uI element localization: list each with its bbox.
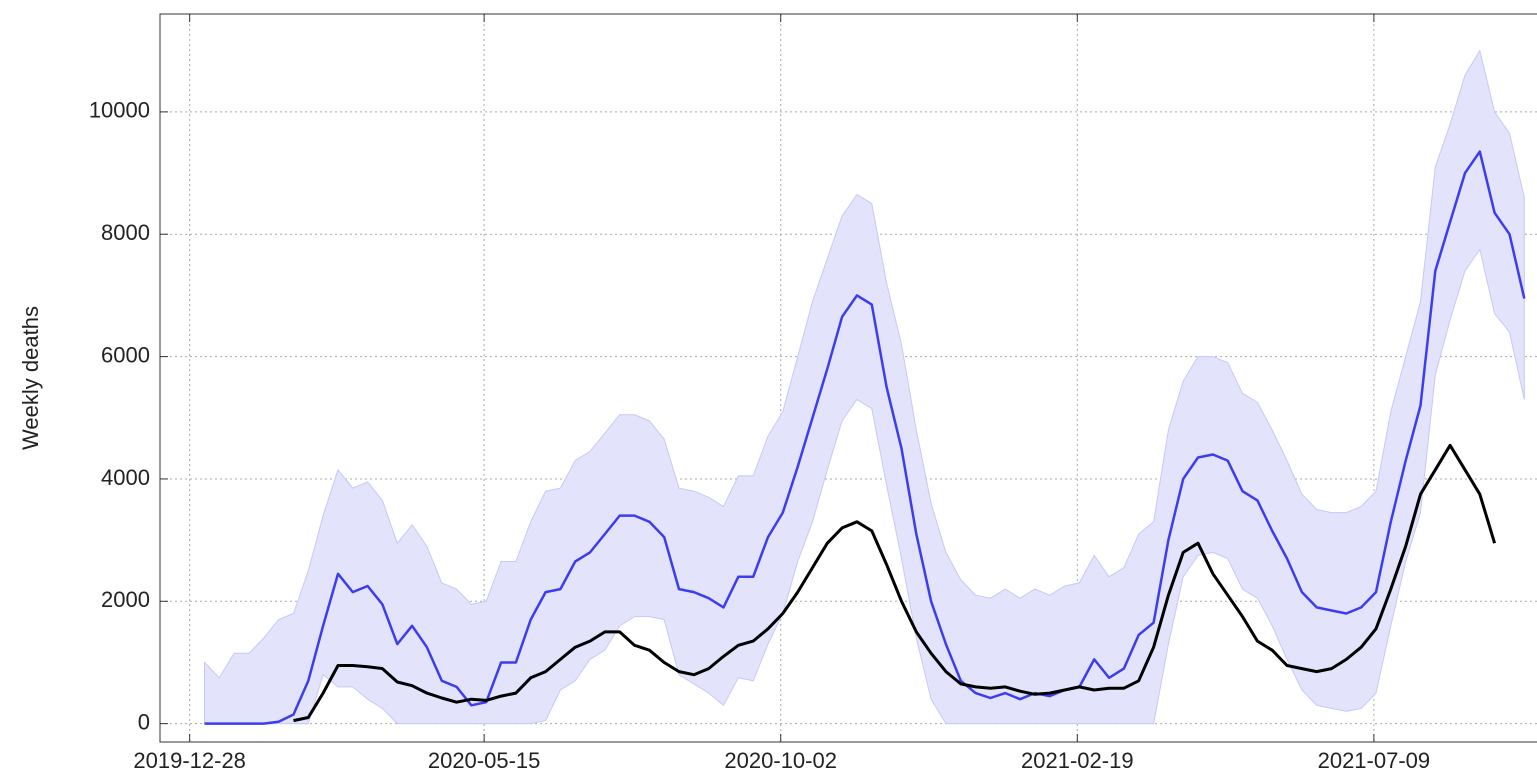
plot-frame <box>159 13 1537 743</box>
series-line <box>204 150 1526 725</box>
y-tick-label: 6000 <box>101 342 150 367</box>
x-tick-label: 2021-02-19 <box>1021 748 1134 773</box>
x-tick-label: 2021-07-09 <box>1318 748 1431 773</box>
y-tick-label: 4000 <box>101 465 150 490</box>
y-tick-label: 8000 <box>101 220 150 245</box>
x-tick-label: 2020-10-02 <box>724 748 837 773</box>
y-axis-title: Weekly deaths <box>18 306 43 450</box>
confidence-band <box>204 49 1525 725</box>
y-tick-label: 0 <box>138 709 150 734</box>
y-tick-label: 2000 <box>101 587 150 612</box>
series-line <box>293 443 1497 723</box>
x-tick-label: 2020-05-15 <box>428 748 541 773</box>
y-tick-label: 10000 <box>89 98 150 123</box>
x-tick-label: 2019-12-28 <box>133 748 246 773</box>
